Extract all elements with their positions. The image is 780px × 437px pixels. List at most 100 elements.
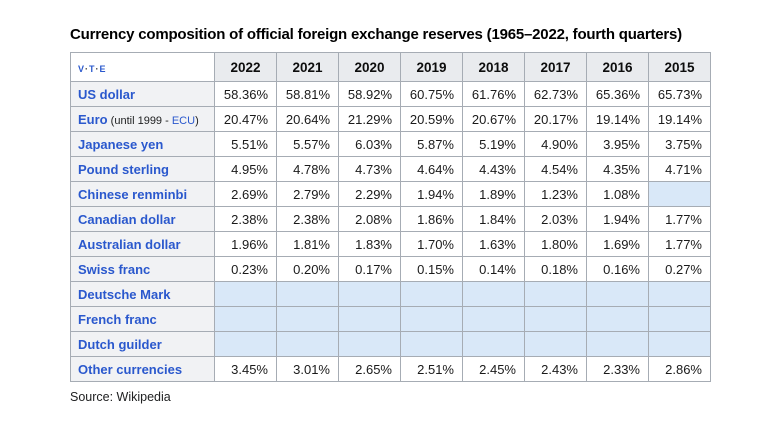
value-cell: 20.17% [524,106,587,132]
value-cell: 61.76% [462,81,525,107]
table-row: Pound sterling 4.95% 4.78% 4.73% 4.64% 4.43% 4… [70,156,711,182]
value-cell: 4.78% [276,156,339,182]
table-title: Currency composition of official foreign… [70,26,682,43]
table-body: US dollar 58.36% 58.81% 58.92% 60.75% 61.76% 6… [70,81,711,382]
value-cell: 3.01% [276,356,339,382]
table-row: French franc [70,306,711,332]
value-cell: 2.45% [462,356,525,382]
value-cell: 58.81% [276,81,339,107]
empty-value-cell [648,331,711,357]
value-cell: 1.94% [586,206,649,232]
currency-label-cell: Chinese renminbi [70,181,215,207]
empty-value-cell [648,281,711,307]
table-row: Other currencies 3.45% 3.01% 2.65% 2.51% 2.45… [70,356,711,382]
value-cell: 4.35% [586,156,649,182]
currency-link[interactable]: Swiss franc [78,261,151,277]
currency-link[interactable]: Other currencies [78,361,183,377]
empty-value-cell [586,306,649,332]
value-cell: 4.71% [648,156,711,182]
value-cell: 4.95% [214,156,277,182]
empty-value-cell [276,331,339,357]
currency-label-cell: Japanese yen [70,131,215,157]
value-cell: 0.27% [648,256,711,282]
value-cell: 2.08% [338,206,401,232]
value-cell: 1.63% [462,231,525,257]
table-row: Deutsche Mark [70,281,711,307]
value-cell: 5.57% [276,131,339,157]
value-cell: 0.18% [524,256,587,282]
currency-link[interactable]: Japanese yen [78,136,164,152]
table-row: Dutch guilder [70,331,711,357]
value-cell: 0.23% [214,256,277,282]
value-cell: 62.73% [524,81,587,107]
year-header: 2022 [214,52,277,82]
value-cell: 2.38% [276,206,339,232]
ecu-link[interactable]: ECU [171,114,196,127]
value-cell: 58.92% [338,81,401,107]
vte-view-link[interactable]: v [78,63,85,74]
value-cell: 1.77% [648,231,711,257]
table-header: v·t·e 2022 2021 2020 2019 2018 2017 2016 2015 [70,52,711,82]
currency-label-cell: French franc [70,306,215,332]
empty-value-cell [648,306,711,332]
value-cell: 3.95% [586,131,649,157]
currency-label-cell: Euro (until 1999 - ECU) [70,106,215,132]
value-cell: 2.38% [214,206,277,232]
value-cell: 20.67% [462,106,525,132]
value-cell: 1.08% [586,181,649,207]
currency-link[interactable]: Deutsche Mark [78,286,171,302]
value-cell: 5.51% [214,131,277,157]
empty-value-cell [276,306,339,332]
currency-link[interactable]: French franc [78,311,157,327]
value-cell: 20.59% [400,106,463,132]
value-cell: 1.69% [586,231,649,257]
value-cell: 20.64% [276,106,339,132]
currency-label-cell: Other currencies [70,356,215,382]
value-cell: 1.77% [648,206,711,232]
empty-value-cell [400,331,463,357]
value-cell: 1.80% [524,231,587,257]
vte-talk-link[interactable]: t [89,63,95,74]
value-cell: 1.84% [462,206,525,232]
source-note: Source: Wikipedia [70,390,171,404]
table-row: Chinese renminbi 2.69% 2.79% 2.29% 1.94% 1.89… [70,181,711,207]
value-cell: 0.16% [586,256,649,282]
currency-link[interactable]: Pound sterling [78,161,169,177]
currency-link[interactable]: Australian dollar [78,236,181,252]
value-cell: 2.79% [276,181,339,207]
value-cell: 2.51% [400,356,463,382]
value-cell: 2.03% [524,206,587,232]
vte-nav: v·t·e [70,52,215,82]
value-cell: 2.69% [214,181,277,207]
currency-link[interactable]: US dollar [78,86,136,102]
value-cell: 0.14% [462,256,525,282]
value-cell: 5.87% [400,131,463,157]
value-cell: 1.89% [462,181,525,207]
empty-value-cell [462,331,525,357]
currency-link[interactable]: Chinese renminbi [78,186,188,202]
value-cell: 21.29% [338,106,401,132]
currency-link[interactable]: Euro [78,111,108,127]
currency-link[interactable]: Dutch guilder [78,336,162,352]
empty-value-cell [648,181,711,207]
year-header: 2021 [276,52,339,82]
value-cell: 6.03% [338,131,401,157]
value-cell: 5.19% [462,131,525,157]
table-row: US dollar 58.36% 58.81% 58.92% 60.75% 61.76% 6… [70,81,711,107]
vte-edit-link[interactable]: e [99,63,106,74]
empty-value-cell [276,281,339,307]
table-row: Australian dollar 1.96% 1.81% 1.83% 1.70% 1.6… [70,231,711,257]
value-cell: 19.14% [648,106,711,132]
empty-value-cell [524,281,587,307]
header-row: v·t·e 2022 2021 2020 2019 2018 2017 2016 2015 [70,52,711,82]
empty-value-cell [400,306,463,332]
currency-label-cell: Pound sterling [70,156,215,182]
reserves-table: v·t·e 2022 2021 2020 2019 2018 2017 2016 2015 U… [70,52,711,382]
currency-link[interactable]: Canadian dollar [78,211,176,227]
value-cell: 0.15% [400,256,463,282]
currency-label-note: (until 1999 - ECU) [107,114,199,127]
empty-value-cell [214,331,277,357]
value-cell: 2.29% [338,181,401,207]
table-row: Swiss franc 0.23% 0.20% 0.17% 0.15% 0.14% 0.18… [70,256,711,282]
empty-value-cell [338,306,401,332]
